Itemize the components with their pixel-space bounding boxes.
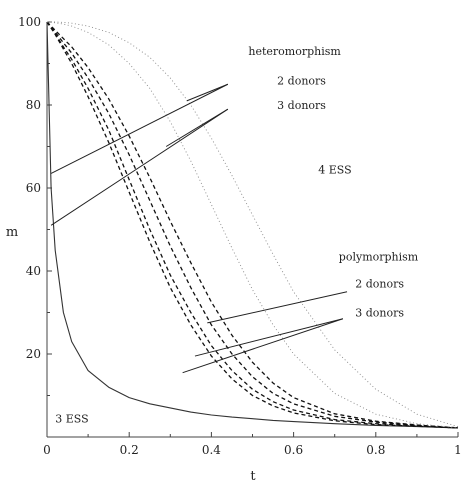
annotation-label: 2 donors: [355, 278, 404, 291]
pointer-line-7: [182, 318, 344, 374]
annotation-label: 3 ESS: [55, 412, 88, 425]
annotation-label: polymorphism: [339, 251, 419, 264]
pointer-line-5: [207, 291, 348, 324]
x-tick-label: 0.2: [120, 443, 139, 457]
series-line-4: [46, 21, 459, 429]
plot-frame: [46, 22, 458, 438]
x-tick-label: 0: [43, 443, 51, 457]
series-line-1: [46, 21, 459, 429]
x-tick-label: 1: [454, 443, 462, 457]
y-tick-label: 100: [18, 15, 41, 29]
series-line-5: [46, 21, 459, 429]
y-tick-label: 60: [26, 181, 41, 195]
y-tick-label: 80: [26, 98, 41, 112]
y-tick-label: 40: [26, 264, 41, 278]
series-line-6: [47, 21, 459, 429]
pointer-line-1: [50, 83, 229, 174]
annotation-label: 4 ESS: [318, 163, 351, 176]
axis-ticks: 0 0.2 0.4 0.6 0.8 1 20 40 60 80 100: [18, 15, 462, 457]
annotation-label: heteromorphism: [248, 45, 341, 58]
annotation-pointers: [50, 83, 348, 374]
annotation-label: 2 donors: [277, 74, 326, 87]
x-tick-label: 0.6: [284, 443, 303, 457]
annotation-label: 3 donors: [277, 99, 326, 112]
series-layer: [46, 21, 459, 429]
annotations: heteromorphism 2 donors 3 donors 4 ESS polym…: [55, 45, 419, 425]
y-tick-label: 20: [26, 347, 41, 361]
x-tick-label: 0.8: [366, 443, 385, 457]
annotation-label: 3 donors: [355, 307, 404, 320]
pointer-line-2: [186, 83, 229, 102]
x-tick-label: 0.4: [202, 443, 221, 457]
pointer-line-4: [165, 108, 229, 147]
pointer-line-3: [50, 108, 229, 226]
series-line-7: [47, 21, 459, 428]
pointer-line-6: [194, 318, 344, 357]
x-axis-title: t: [250, 469, 256, 484]
series-line-2: [46, 21, 459, 429]
series-line-3: [46, 21, 459, 429]
y-axis-title: m: [6, 225, 18, 240]
